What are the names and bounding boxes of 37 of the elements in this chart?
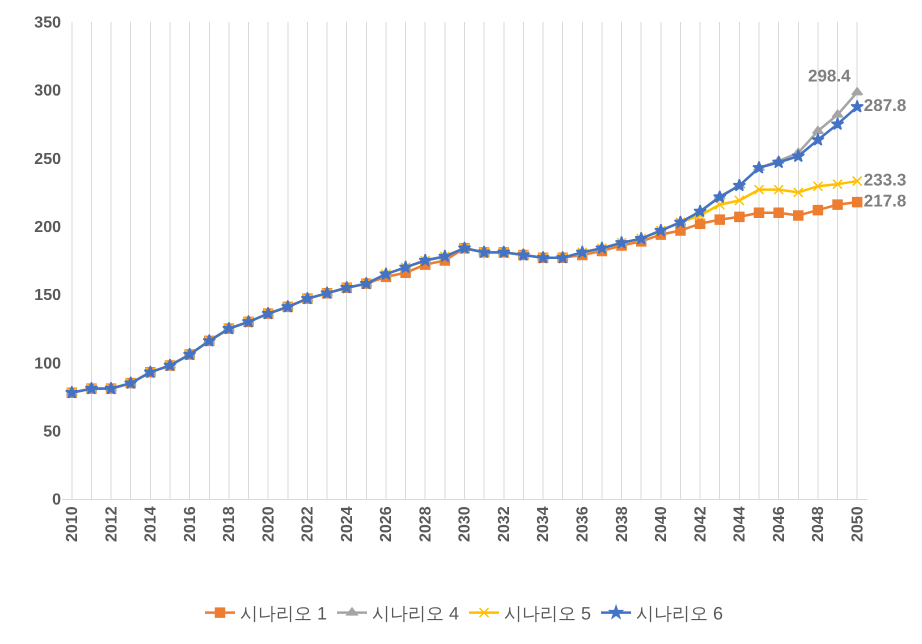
x-tick-label: 2020 xyxy=(260,506,278,542)
x-tick-label: 2050 xyxy=(849,506,866,542)
legend-label: 시나리오 1 xyxy=(240,604,328,624)
y-tick-label: 200 xyxy=(34,219,62,236)
data-label: 298.4 xyxy=(808,66,852,86)
data-label: 233.3 xyxy=(864,170,906,190)
x-tick-label: 2022 xyxy=(300,506,317,542)
data-label: 287.8 xyxy=(864,96,906,116)
x-tick-label: 2044 xyxy=(732,506,749,542)
y-tick-label: 300 xyxy=(34,82,62,100)
x-tick-label: 2026 xyxy=(378,506,396,542)
y-tick-label: 50 xyxy=(43,423,62,440)
y-tick-label: 350 xyxy=(34,14,62,32)
x-tick-label: 2018 xyxy=(221,506,238,542)
y-tick-label: 0 xyxy=(52,492,62,509)
x-tick-label: 2034 xyxy=(535,506,552,542)
y-tick-label: 150 xyxy=(34,287,62,304)
x-tick-label: 2042 xyxy=(692,506,710,542)
x-tick-label: 2046 xyxy=(770,506,788,542)
x-tick-label: 2032 xyxy=(496,506,513,542)
data-label: 217.8 xyxy=(864,191,906,210)
x-tick-label: 2036 xyxy=(574,506,592,542)
x-tick-label: 2010 xyxy=(64,506,82,542)
legend-label: 시나리오 4 xyxy=(372,604,460,624)
x-tick-label: 2016 xyxy=(182,506,199,542)
x-tick-label: 2012 xyxy=(103,506,120,542)
x-tick-label: 2048 xyxy=(810,506,828,542)
y-tick-label: 250 xyxy=(34,150,62,168)
x-tick-label: 2038 xyxy=(614,506,631,542)
x-tick-label: 2040 xyxy=(653,506,670,542)
x-tick-label: 2028 xyxy=(417,506,434,542)
legend-label: 시나리오 5 xyxy=(504,604,592,624)
x-tick-label: 2024 xyxy=(338,506,356,542)
legend-label: 시나리오 6 xyxy=(636,604,724,624)
y-tick-label: 100 xyxy=(34,355,62,372)
x-tick-label: 2030 xyxy=(456,506,474,542)
x-tick-label: 2014 xyxy=(142,506,160,542)
